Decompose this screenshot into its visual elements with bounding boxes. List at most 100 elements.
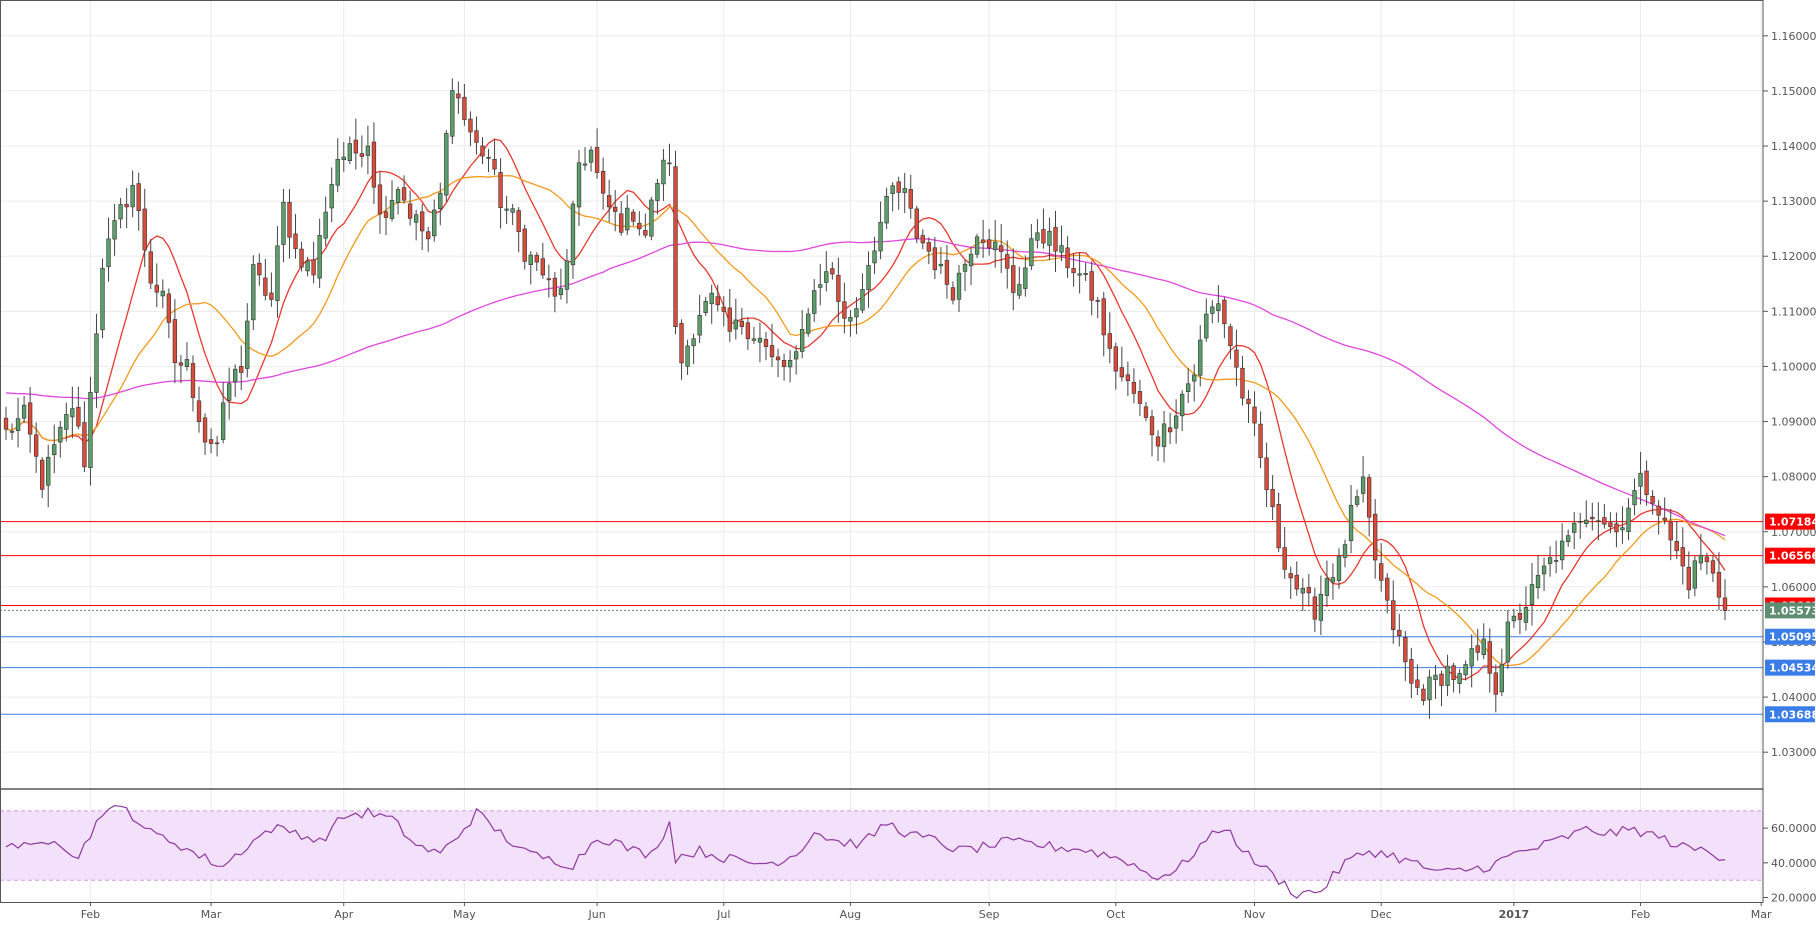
candle-body [160, 290, 165, 297]
candle [257, 253, 262, 286]
candle [130, 170, 135, 218]
candle-body [739, 320, 745, 327]
candle [920, 229, 925, 250]
candle-body [745, 322, 751, 340]
candle [88, 376, 93, 486]
candle-body [269, 292, 274, 300]
candle-body [1553, 560, 1559, 562]
candle-body [974, 236, 980, 255]
candle-body [1204, 313, 1209, 339]
candle [860, 273, 865, 314]
candle-body [401, 187, 407, 201]
candle [1282, 526, 1287, 579]
candle [1137, 379, 1143, 416]
candle [1692, 556, 1698, 597]
level-tag-bg [1765, 659, 1815, 676]
candle [824, 251, 829, 292]
price-tick-label: 1.09000 [1771, 416, 1816, 429]
candle-body [1306, 587, 1311, 594]
candle-body [299, 248, 304, 268]
candle [1457, 669, 1462, 694]
candle-body [1427, 676, 1432, 701]
candle-body [914, 208, 919, 239]
candle-body [106, 238, 111, 268]
candle [335, 138, 340, 193]
candle [655, 178, 660, 215]
candle [1451, 662, 1456, 693]
candle-body [1342, 544, 1348, 558]
candle-body [202, 417, 208, 443]
candle-body [950, 287, 956, 301]
candle [46, 444, 51, 508]
candle-body [1071, 268, 1076, 274]
candle [1535, 555, 1541, 599]
candle [594, 128, 600, 179]
candle-body [130, 184, 135, 208]
candle-body [1005, 254, 1010, 269]
candle-body [1547, 557, 1553, 564]
candle [1614, 512, 1619, 548]
candle [1626, 498, 1631, 541]
candle [1125, 361, 1131, 396]
candle-body [1457, 673, 1462, 684]
candle [1680, 527, 1685, 585]
candle [76, 386, 81, 430]
candle-body [323, 211, 328, 239]
candle [836, 257, 841, 323]
price-axis-layer: 1.16000 1.15000 1.14000 1.13000 1.12000 1.110… [1763, 30, 1816, 905]
candle-body [625, 207, 630, 231]
level-tag-label: 1.05095 [1769, 631, 1816, 644]
candle-body [516, 210, 521, 233]
candle-body [214, 442, 220, 445]
candle [1107, 312, 1112, 364]
candle-body [46, 456, 51, 486]
candle-body [1608, 522, 1613, 528]
candle-body [196, 400, 202, 423]
candle [136, 172, 141, 231]
candle-body [926, 242, 932, 252]
candle-body [1692, 560, 1698, 589]
candle [830, 262, 835, 280]
candle-body [993, 241, 998, 251]
candle [793, 345, 799, 375]
candle-body [1077, 273, 1082, 276]
candle-body [564, 260, 570, 290]
candle [1222, 296, 1227, 339]
candle [1722, 579, 1728, 621]
candle [606, 179, 612, 223]
candle-body [806, 313, 811, 334]
candle [661, 149, 666, 201]
candle [1596, 502, 1601, 541]
candle-body [456, 93, 461, 99]
candle-body [1572, 522, 1577, 533]
candle-body [1638, 472, 1643, 487]
candle-body [1409, 659, 1414, 684]
candle-body [64, 414, 69, 430]
time-tick-label: May [453, 908, 476, 921]
candle-body [281, 201, 286, 245]
time-tick-label: Jun [588, 908, 606, 921]
candle [27, 387, 33, 453]
candle-body [239, 366, 244, 373]
candle [1161, 411, 1167, 463]
candle-body [94, 333, 99, 393]
level-tag: 1.05095 [1765, 628, 1816, 645]
candle-body [999, 245, 1004, 252]
candle [799, 310, 805, 359]
candle-body [1662, 517, 1667, 521]
candle [1566, 529, 1571, 547]
candle [1270, 475, 1275, 521]
price-tick-label: 1.03000 [1771, 746, 1816, 759]
candle [812, 278, 817, 323]
candle [275, 225, 280, 318]
level-tag: 1.04534 [1765, 659, 1816, 676]
candle [118, 197, 123, 229]
candle-body [890, 185, 895, 194]
candle-body [413, 214, 419, 223]
grid-layer [0, 0, 1763, 901]
candle-body [142, 208, 147, 251]
candle-body [1590, 516, 1595, 520]
candle-body [335, 158, 340, 186]
